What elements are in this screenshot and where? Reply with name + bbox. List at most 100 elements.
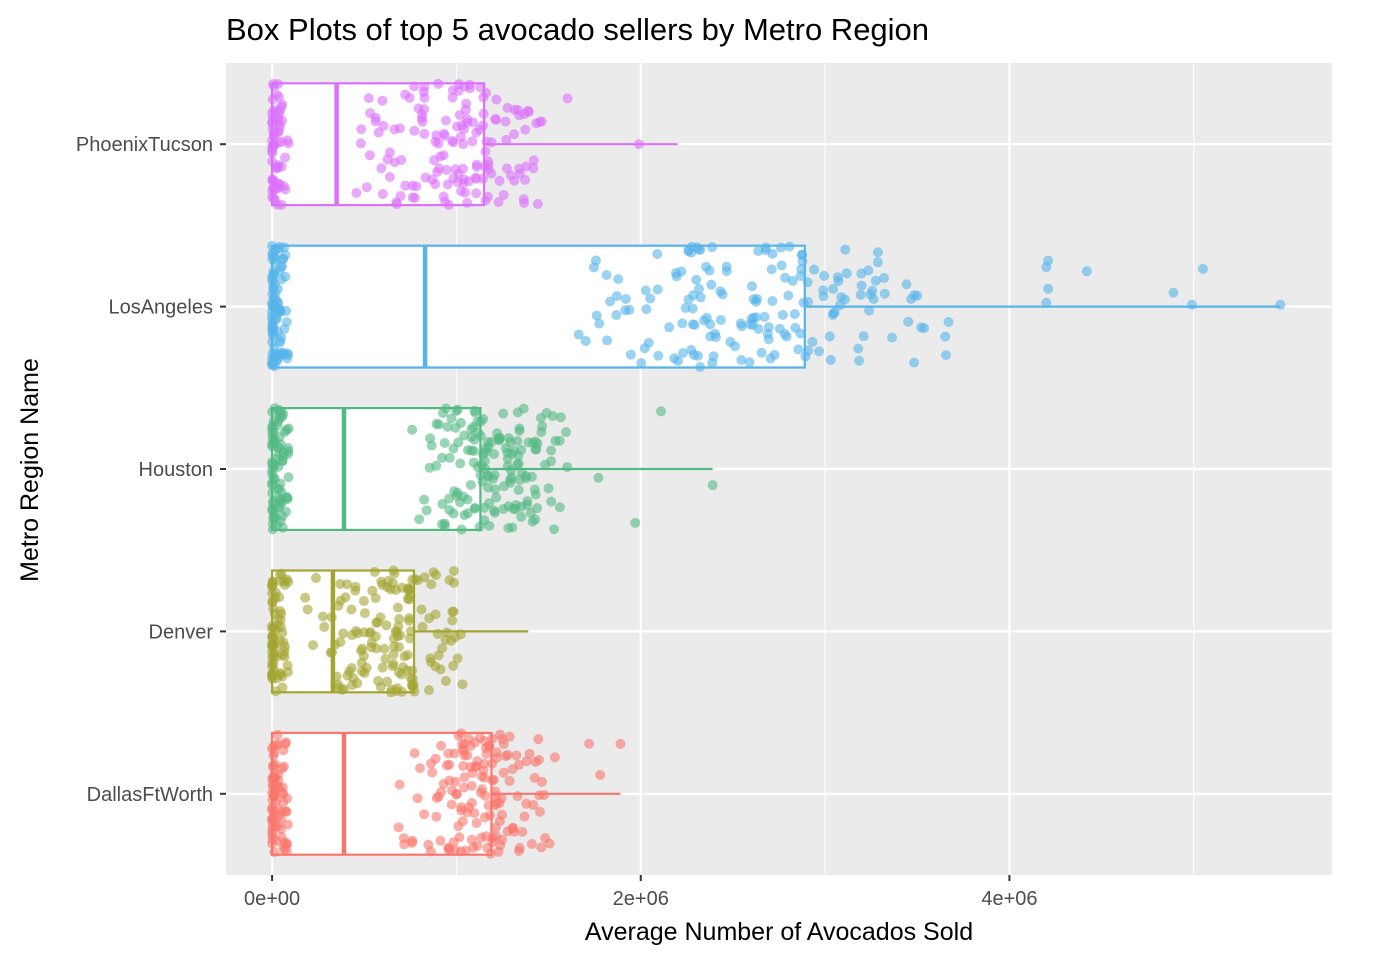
data-point [573,329,584,340]
data-point [480,790,491,801]
data-point [281,806,292,817]
data-point [490,484,501,495]
data-point [493,846,504,857]
data-point [1186,299,1197,310]
data-point [437,408,448,419]
data-point [536,842,547,853]
data-point [760,242,771,253]
data-point [471,818,482,829]
data-point [523,106,534,117]
data-point [340,592,351,603]
data-point [521,798,532,809]
data-point [317,611,328,622]
data-point [701,261,712,272]
y-axis-title: Metro Region Name [16,358,44,582]
data-point [481,831,492,842]
data-point [283,443,294,454]
data-point [380,653,391,664]
data-point [274,337,285,348]
data-point [807,336,818,347]
data-point [276,824,287,835]
data-point [512,407,523,418]
data-point [483,800,494,811]
data-point [267,669,278,680]
data-point [439,438,450,449]
data-point [546,456,557,467]
data-point [539,789,550,800]
data-point [471,173,482,184]
data-point [517,826,528,837]
data-point [478,413,489,424]
data-point [798,297,809,308]
data-point [653,350,664,361]
data-point [331,671,342,682]
data-point [449,577,460,588]
data-point [398,662,409,673]
data-point [494,816,505,827]
data-point [562,93,573,104]
data-point [459,81,470,92]
x-axis-title: Average Number of Avocados Sold [585,918,973,946]
data-point [841,268,852,279]
data-point [402,585,413,596]
data-point [448,660,459,671]
data-point [725,336,736,347]
data-point [500,751,511,762]
data-point [267,94,278,105]
data-point [777,309,788,320]
data-point [645,293,656,304]
data-point [275,621,286,632]
data-point [854,355,865,366]
data-point [507,522,518,533]
data-point [693,244,704,255]
data-point [867,285,878,296]
data-point [481,443,492,454]
data-point [426,440,437,451]
data-point [437,643,448,654]
data-point [530,514,541,525]
data-point [457,679,468,690]
data-point [346,604,357,615]
data-point [789,309,800,320]
y-axis: PhoenixTucson LosAngeles Houston Denver Dall… [76,134,226,806]
data-point [840,244,851,255]
data-point [494,432,505,443]
y-tick-label: DallasFtWorth [87,784,213,806]
data-point [746,281,757,292]
data-point [335,579,346,590]
data-point [436,740,447,751]
data-point [468,421,479,432]
data-point [361,182,372,193]
data-point [602,335,613,346]
data-point [475,732,486,743]
data-point [736,355,747,366]
data-point [454,110,465,121]
data-point [455,846,466,857]
data-point [385,584,396,595]
data-point [269,786,280,797]
data-point [797,250,808,261]
data-point [272,161,283,172]
data-point [514,168,525,179]
data-point [350,581,361,592]
data-point [783,290,794,301]
data-point [419,128,430,139]
data-point [269,634,280,645]
data-point [376,576,387,587]
data-point [683,294,694,305]
data-point [901,279,912,290]
data-point [267,311,278,322]
data-point [633,139,644,150]
data-point [699,315,710,326]
data-point [534,806,545,817]
data-point [677,347,688,358]
data-point [489,505,500,516]
data-point [407,679,418,690]
data-point [624,304,635,315]
data-point [458,760,469,771]
data-point [423,685,434,696]
data-point [325,647,336,658]
data-point [421,505,432,516]
data-point [540,832,551,843]
data-point [456,524,467,535]
